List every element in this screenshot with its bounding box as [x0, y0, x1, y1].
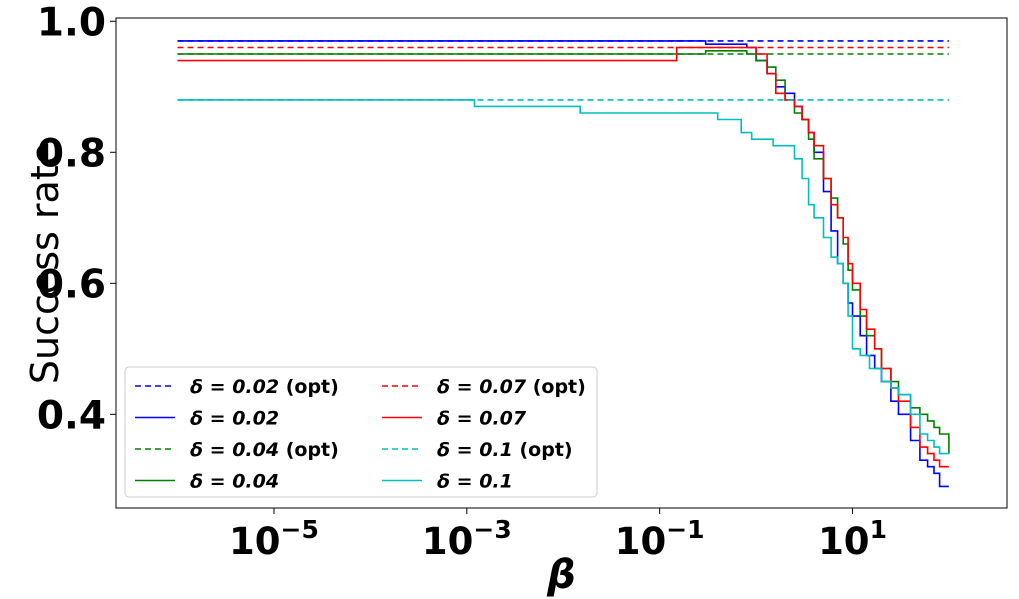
x-tick-base-1: 10	[422, 520, 474, 563]
legend-delta-0: δ = 0.02	[190, 376, 279, 398]
legend-label-5: δ = 0.07	[437, 408, 527, 430]
legend-label-0: δ = 0.02 (opt)	[190, 376, 339, 398]
legend-delta-3: δ = 0.04	[190, 471, 279, 493]
y-tick-label-1: 0.6	[37, 262, 106, 307]
legend-label-2: δ = 0.04 (opt)	[190, 439, 339, 461]
legend-label-3: δ = 0.04	[190, 471, 279, 493]
x-tick-base-2: 10	[615, 520, 667, 563]
plot-frame	[115, 17, 1008, 509]
y-tick-label-2: 0.8	[37, 131, 106, 176]
legend-label-4: δ = 0.07 (opt)	[437, 376, 586, 398]
legend-label-7: δ = 0.1	[437, 471, 513, 493]
plot-lines	[177, 40, 950, 488]
legend-label-6: δ = 0.1 (opt)	[437, 439, 573, 461]
legend-suffix-6: (opt)	[513, 439, 573, 461]
y-tick-label-0: 0.4	[37, 393, 106, 438]
legend-label-1: δ = 0.02	[190, 408, 279, 430]
legend-delta-5: δ = 0.07	[437, 408, 527, 430]
legend-delta-4: δ = 0.07	[437, 376, 527, 398]
y-tick-label-3: 1.0	[37, 0, 106, 45]
x-tick-base-3: 10	[818, 520, 870, 563]
x-tick-label-3: 101	[818, 515, 887, 563]
x-tick-base-0: 10	[229, 520, 281, 563]
series-line-7	[177, 99, 949, 455]
x-tick-label-2: 10−1	[615, 515, 705, 563]
legend-delta-7: δ = 0.1	[437, 471, 513, 493]
legend-suffix-2: (opt)	[279, 439, 339, 461]
y-axis: 0.4 0.6 0.8 1.0	[37, 0, 116, 438]
x-tick-exponent-1: −3	[473, 515, 511, 544]
x-tick-exponent-2: −1	[666, 515, 704, 544]
x-axis: 10−5 10−3 10−1 101	[229, 508, 887, 563]
legend-suffix-4: (opt)	[526, 376, 586, 398]
x-tick-label-0: 10−5	[229, 515, 319, 563]
legend-delta-6: δ = 0.1	[437, 439, 513, 461]
x-tick-label-1: 10−3	[422, 515, 512, 563]
legend-box	[124, 366, 598, 498]
legend: δ = 0.02 (opt)δ = 0.02δ = 0.04 (opt)δ = …	[124, 366, 598, 498]
legend-delta-1: δ = 0.02	[190, 408, 279, 430]
y-axis-label: Success rate	[23, 142, 67, 384]
legend-suffix-0: (opt)	[279, 376, 339, 398]
x-tick-exponent-0: −5	[281, 515, 319, 544]
series-line-5	[177, 46, 949, 468]
x-axis-label: β	[546, 552, 576, 598]
legend-delta-2: δ = 0.04	[190, 439, 279, 461]
x-tick-exponent-3: 1	[870, 515, 887, 544]
